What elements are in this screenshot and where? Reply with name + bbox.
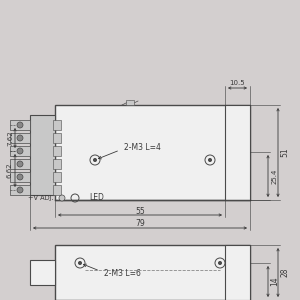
Circle shape xyxy=(17,135,23,141)
Bar xyxy=(55,245,250,300)
Bar xyxy=(53,120,61,130)
Text: 55: 55 xyxy=(135,206,145,215)
Bar xyxy=(10,146,30,156)
Text: 51: 51 xyxy=(280,148,290,157)
Bar xyxy=(10,120,30,130)
Circle shape xyxy=(17,174,23,180)
Bar xyxy=(225,245,250,300)
Bar xyxy=(55,105,250,200)
Text: +V ADJ.: +V ADJ. xyxy=(28,195,54,201)
Circle shape xyxy=(17,148,23,154)
Text: 28: 28 xyxy=(280,268,290,277)
Text: 14: 14 xyxy=(271,277,280,286)
Bar xyxy=(53,146,61,156)
Bar xyxy=(10,172,30,182)
Bar xyxy=(30,260,55,285)
Bar xyxy=(53,159,61,169)
Text: 10.5: 10.5 xyxy=(230,80,245,86)
Bar xyxy=(10,185,30,195)
Bar xyxy=(225,105,250,200)
Bar xyxy=(53,185,61,195)
Circle shape xyxy=(17,187,23,193)
Text: 25.4: 25.4 xyxy=(272,168,278,184)
Bar xyxy=(126,100,134,105)
Circle shape xyxy=(17,122,23,128)
Circle shape xyxy=(94,158,97,161)
Circle shape xyxy=(17,161,23,167)
Bar xyxy=(53,172,61,182)
Circle shape xyxy=(208,158,211,161)
Text: 7.62: 7.62 xyxy=(7,130,13,146)
Text: 2-M3 L=4: 2-M3 L=4 xyxy=(124,142,160,152)
Text: 6.62: 6.62 xyxy=(7,163,13,178)
Circle shape xyxy=(59,195,65,201)
Circle shape xyxy=(218,262,221,265)
Bar xyxy=(10,159,30,169)
Bar xyxy=(53,133,61,143)
Text: LED: LED xyxy=(89,194,104,202)
Circle shape xyxy=(79,262,82,265)
Bar xyxy=(10,133,30,143)
Text: 2-M3 L=6: 2-M3 L=6 xyxy=(103,268,140,278)
Bar xyxy=(30,115,55,195)
Text: 79: 79 xyxy=(135,220,145,229)
